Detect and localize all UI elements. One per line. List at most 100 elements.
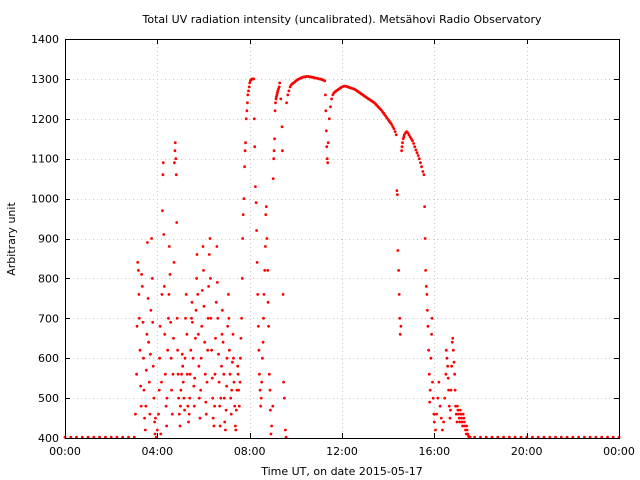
data-point bbox=[508, 435, 511, 439]
data-points bbox=[63, 75, 621, 439]
data-point bbox=[421, 170, 425, 173]
data-point bbox=[428, 388, 432, 392]
data-point bbox=[427, 372, 431, 376]
data-point bbox=[151, 364, 155, 368]
data-point bbox=[159, 432, 163, 436]
data-point bbox=[266, 300, 270, 304]
data-point bbox=[457, 412, 460, 416]
data-point bbox=[479, 435, 482, 439]
data-point bbox=[232, 380, 236, 384]
data-point bbox=[234, 408, 238, 412]
data-point bbox=[168, 273, 172, 276]
data-point bbox=[490, 435, 494, 439]
data-point bbox=[160, 293, 164, 296]
data-point bbox=[461, 424, 464, 428]
data-point bbox=[221, 340, 225, 344]
data-point bbox=[324, 129, 328, 133]
data-point bbox=[460, 420, 464, 424]
data-point bbox=[427, 348, 430, 352]
data-point bbox=[195, 277, 199, 280]
data-point bbox=[262, 293, 266, 296]
data-point bbox=[400, 149, 403, 153]
data-point bbox=[192, 384, 196, 388]
data-point bbox=[264, 213, 268, 217]
data-point bbox=[257, 348, 261, 352]
data-point bbox=[462, 416, 466, 420]
data-point bbox=[80, 435, 84, 439]
data-point bbox=[165, 396, 169, 400]
data-point bbox=[231, 332, 235, 336]
data-point bbox=[167, 316, 170, 320]
y-tick-label: 900 bbox=[38, 233, 59, 246]
data-point bbox=[267, 324, 270, 328]
data-point bbox=[460, 416, 463, 420]
data-point bbox=[241, 237, 245, 240]
data-point bbox=[137, 316, 141, 320]
data-point bbox=[210, 376, 214, 380]
data-point bbox=[447, 388, 450, 392]
data-point bbox=[429, 356, 433, 360]
data-point bbox=[152, 396, 156, 400]
data-point bbox=[180, 372, 184, 376]
data-point bbox=[412, 142, 415, 145]
data-point bbox=[137, 269, 140, 272]
data-point bbox=[577, 435, 580, 439]
data-point bbox=[414, 148, 418, 152]
data-point bbox=[282, 396, 286, 400]
data-point bbox=[225, 356, 229, 360]
data-point bbox=[178, 424, 182, 428]
data-point bbox=[170, 412, 174, 416]
data-point bbox=[222, 372, 226, 376]
data-point bbox=[284, 435, 288, 439]
data-point bbox=[264, 245, 267, 248]
data-point bbox=[204, 412, 208, 416]
data-point bbox=[206, 348, 210, 352]
data-point bbox=[181, 380, 185, 384]
data-point bbox=[594, 435, 598, 439]
data-point bbox=[169, 356, 173, 360]
data-point bbox=[468, 435, 472, 439]
data-point bbox=[397, 269, 400, 272]
data-point bbox=[232, 356, 235, 360]
data-point bbox=[242, 197, 246, 201]
data-point bbox=[224, 428, 227, 432]
data-point bbox=[139, 404, 143, 408]
data-point bbox=[326, 141, 330, 145]
data-point bbox=[600, 435, 604, 439]
data-point bbox=[197, 396, 201, 400]
data-point bbox=[214, 336, 217, 340]
data-point bbox=[432, 412, 436, 416]
data-point bbox=[326, 161, 330, 165]
y-axis-label: Arbitrary unit bbox=[5, 202, 18, 276]
data-point bbox=[281, 149, 284, 153]
data-point bbox=[432, 420, 436, 424]
data-point bbox=[548, 435, 552, 439]
data-point bbox=[104, 435, 107, 439]
data-point bbox=[157, 388, 161, 392]
data-point bbox=[227, 293, 230, 296]
data-point bbox=[484, 435, 488, 439]
data-point bbox=[220, 332, 224, 336]
data-point bbox=[191, 356, 195, 360]
data-point bbox=[430, 316, 434, 320]
grid bbox=[65, 39, 619, 438]
data-point bbox=[221, 308, 224, 312]
data-point bbox=[398, 332, 402, 336]
data-point bbox=[189, 348, 193, 352]
data-point bbox=[236, 372, 240, 376]
data-point bbox=[278, 81, 282, 85]
data-point bbox=[255, 261, 259, 264]
x-tick-labels: 00:00 04:00 08:00 12:00 16:00 20:00 00:00 bbox=[49, 445, 635, 458]
data-point bbox=[396, 249, 400, 252]
data-point bbox=[396, 193, 399, 197]
data-point bbox=[147, 380, 151, 384]
data-point bbox=[137, 293, 141, 296]
data-point bbox=[417, 157, 421, 161]
data-point bbox=[456, 408, 460, 412]
data-point bbox=[268, 388, 272, 392]
data-point bbox=[187, 412, 191, 416]
data-point bbox=[401, 141, 404, 145]
data-point bbox=[267, 372, 271, 376]
data-point bbox=[449, 408, 452, 412]
data-point bbox=[426, 308, 429, 312]
